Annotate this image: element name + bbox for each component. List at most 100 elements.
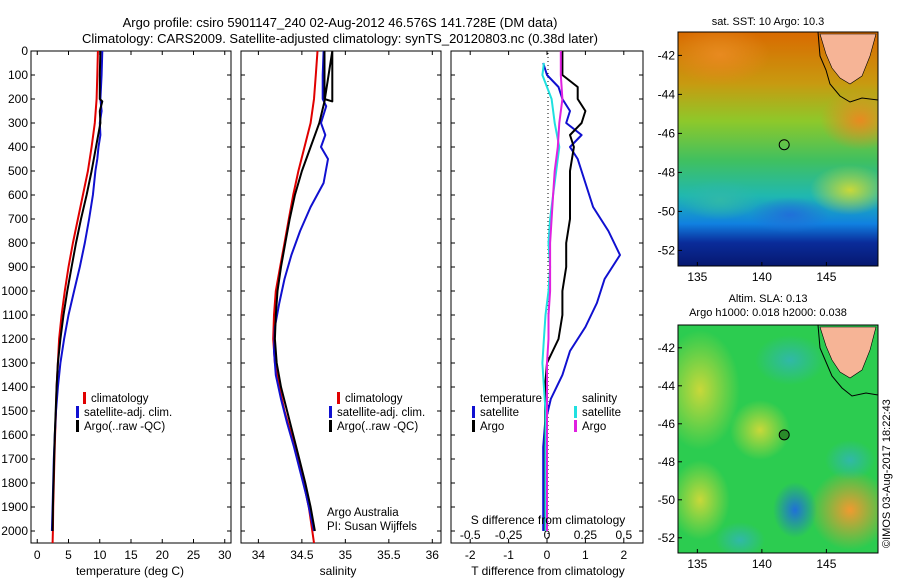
legend-heading-temperature: temperature [480,393,542,405]
lon-tick-label: 140 [752,270,772,284]
lon-tick-label: 140 [752,557,772,571]
x-tick-label: -1 [503,548,514,562]
x-tick-label: 15 [124,548,138,562]
x-tick-label: 0 [34,548,41,562]
depth-axis: 0 100 200 300 400 500 600 700 800 900 1000 1100 1200… [1,44,643,538]
figure-title-line1: Argo profile: csiro 5901147_240 02-Aug-2… [123,15,558,30]
x-tick-label: 30 [218,548,232,562]
salinity-x-ticks: 34 34.5 35 35.5 36 [252,51,440,562]
lat-tick-label: -42 [658,48,676,62]
s-diff-tick-label: 0.25 [574,528,598,542]
sst-map-image [678,32,878,266]
salinity-series [272,51,334,543]
lat-tick-label: -48 [658,455,676,469]
s-difference-label: S difference from climatology [471,513,626,527]
t-difference-x-label: T difference from climatology [471,564,625,578]
legend-swatch-climatology [83,392,86,404]
temperature-plot-frame [30,50,232,544]
difference-x-ticks: -2 -1 0 1 2 [465,51,627,562]
legend-label: satellite-adj. clim. [84,407,172,419]
legend-label: Argo(..raw -QC) [337,421,418,433]
x-tick-label: 36 [426,548,440,562]
depth-tick-label: 1600 [1,428,28,442]
x-tick-label: 35 [339,548,353,562]
lon-tick-label: 135 [687,557,707,571]
legend-swatch-satellite [76,406,79,418]
depth-tick-label: 1100 [2,308,28,322]
depth-tick-label: 400 [8,140,28,154]
depth-tick-label: 1500 [1,404,28,418]
legend-label: Argo [582,421,606,433]
x-tick-label: 25 [187,548,201,562]
sla-map-frame [677,324,879,554]
x-tick-label: 34 [252,548,266,562]
depth-tick-label: 2000 [1,524,28,538]
x-tick-label: -2 [465,548,476,562]
x-tick-label: 1 [582,548,589,562]
depth-tick-label: 500 [8,164,28,178]
x-tick-label: 0 [544,548,551,562]
s-diff-tick-label: -0.5 [460,528,481,542]
series-line-argo-raw-qc- [273,51,334,532]
lat-tick-label: -46 [658,417,676,431]
depth-tick-label: 300 [8,116,28,130]
sla-map-title-line2: Argo h1000: 0.018 h2000: 0.038 [689,307,847,319]
lat-tick-label: -42 [658,341,676,355]
x-tick-label: 20 [156,548,170,562]
legend-label: satellite-adj. clim. [337,407,425,419]
legend-swatch-t-argo [472,420,475,432]
lat-tick-label: -44 [658,379,676,393]
depth-tick-label: 1300 [1,356,28,370]
legend-label: climatology [91,393,149,405]
imos-credit: ©IMOS 03-Aug-2017 18:22:43 [881,399,893,548]
x-tick-label: 34.5 [290,548,314,562]
pi-label: PI: Susan Wijffels [327,521,417,533]
sla-map-image [678,325,878,553]
depth-tick-label: 0 [21,44,28,58]
series-line-argo-raw-qc- [51,51,104,532]
depth-tick-label: 700 [8,212,28,226]
sla-map-title-line1: Altim. SLA: 0.13 [729,293,808,305]
lat-tick-label: -48 [658,165,676,179]
lat-tick-label: -52 [658,243,676,257]
lat-tick-label: -52 [658,531,676,545]
legend-swatch-argo [329,420,332,432]
temperature-x-ticks: 0 5 10 15 20 25 30 [34,51,232,562]
s-diff-tick-label: 0 [544,528,551,542]
x-tick-label: 5 [65,548,72,562]
sla-map-ticks: 135 140 145 -42 -44 -46 -48 -50 -52 [658,341,837,571]
difference-top-ticks: -0.5 -0.25 0 0.25 0.5 [460,528,633,542]
depth-tick-label: 200 [8,92,28,106]
legend-swatch-t-satellite [472,406,475,418]
difference-legend: temperature satellite Argo salinity sate… [472,393,621,433]
legend-swatch-s-satellite [574,406,577,418]
depth-tick-label: 1000 [1,284,28,298]
depth-tick-label: 600 [8,188,28,202]
temperature-legend: climatology satellite-adj. clim. Argo(..… [76,392,172,433]
depth-tick-label: 1700 [1,452,28,466]
argo-location-marker [778,429,790,441]
tasmania-land [819,326,877,379]
tasmania-land [819,33,877,85]
argo-location-marker [778,139,790,151]
lat-tick-label: -44 [658,87,676,101]
x-tick-label: 10 [93,548,107,562]
x-tick-label: 35.5 [377,548,401,562]
legend-swatch-s-argo [574,420,577,432]
lat-tick-label: -46 [658,126,676,140]
lat-tick-label: -50 [658,204,676,218]
lat-tick-label: -50 [658,493,676,507]
depth-tick-label: 1400 [1,380,28,394]
lon-tick-label: 145 [816,557,836,571]
salinity-plot-frame [240,50,442,544]
depth-tick-label: 800 [8,236,28,250]
x-tick-label: 2 [620,548,627,562]
temperature-series [50,51,104,543]
legend-swatch-climatology [337,392,340,404]
series-line-s-argo [546,51,564,531]
salinity-x-label: salinity [320,564,357,578]
lon-tick-label: 145 [816,270,836,284]
lon-tick-label: 135 [687,270,707,284]
depth-tick-label: 1800 [1,476,28,490]
